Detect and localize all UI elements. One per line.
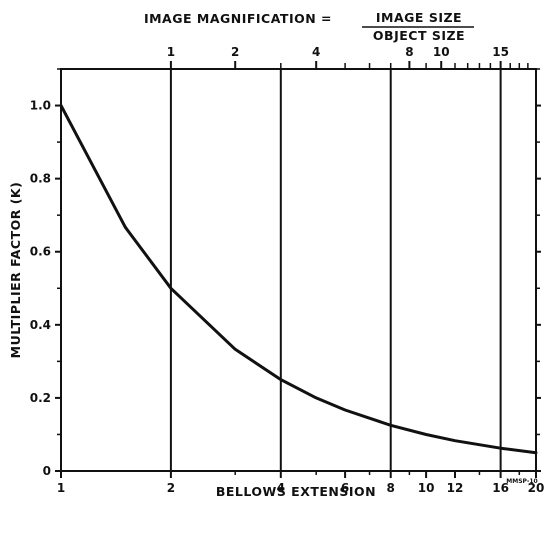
x-tick-label: 2 <box>167 481 175 495</box>
plot-border <box>60 68 537 472</box>
x-tick-label: 20 <box>528 481 545 495</box>
top-axis-title-numerator: IMAGE SIZE <box>376 10 462 25</box>
y-tick-label: 0.4 <box>30 318 51 332</box>
series-line-k-factor <box>59 104 538 455</box>
y-tick-label: 0.2 <box>30 391 51 405</box>
top-tick-label: 8 <box>405 45 413 59</box>
series-group <box>59 104 538 455</box>
top-tick-label: 15 <box>492 45 509 59</box>
x-tick-label: 16 <box>492 481 509 495</box>
x-tick-label: 10 <box>418 481 435 495</box>
x-axis-title: BELLOWS EXTENSION <box>216 484 376 499</box>
y-axis-title: MULTIPLIER FACTOR (K) <box>8 182 23 359</box>
top-tick-label: 10 <box>433 45 450 59</box>
tick-marks <box>55 61 541 478</box>
top-tick-label: 4 <box>312 45 320 59</box>
y-tick-label: 0 <box>43 464 51 478</box>
top-axis-title-denominator: OBJECT SIZE <box>373 28 465 43</box>
x-tick-label: 12 <box>447 481 464 495</box>
top-axis-title-prefix: IMAGE MAGNIFICATION = <box>144 11 332 26</box>
x-tick-label: 6 <box>341 481 349 495</box>
x-tick-label: 8 <box>387 481 395 495</box>
y-tick-label: 0.8 <box>30 172 51 186</box>
vertical-reference-lines <box>169 69 502 471</box>
tick-labels: 00.20.40.60.81.01 2 4 6 8 10 12 16 201 2 4 8 10 15 <box>30 45 545 495</box>
x-tick-label: 1 <box>57 481 65 495</box>
plot-frame <box>60 68 537 472</box>
figure-code-label: MMSP-10 <box>506 478 537 485</box>
top-tick-label: 1 <box>167 45 175 59</box>
top-tick-label: 2 <box>231 45 239 59</box>
y-tick-label: 0.6 <box>30 245 51 259</box>
x-tick-label: 4 <box>277 481 285 495</box>
y-tick-label: 1.0 <box>30 99 51 113</box>
